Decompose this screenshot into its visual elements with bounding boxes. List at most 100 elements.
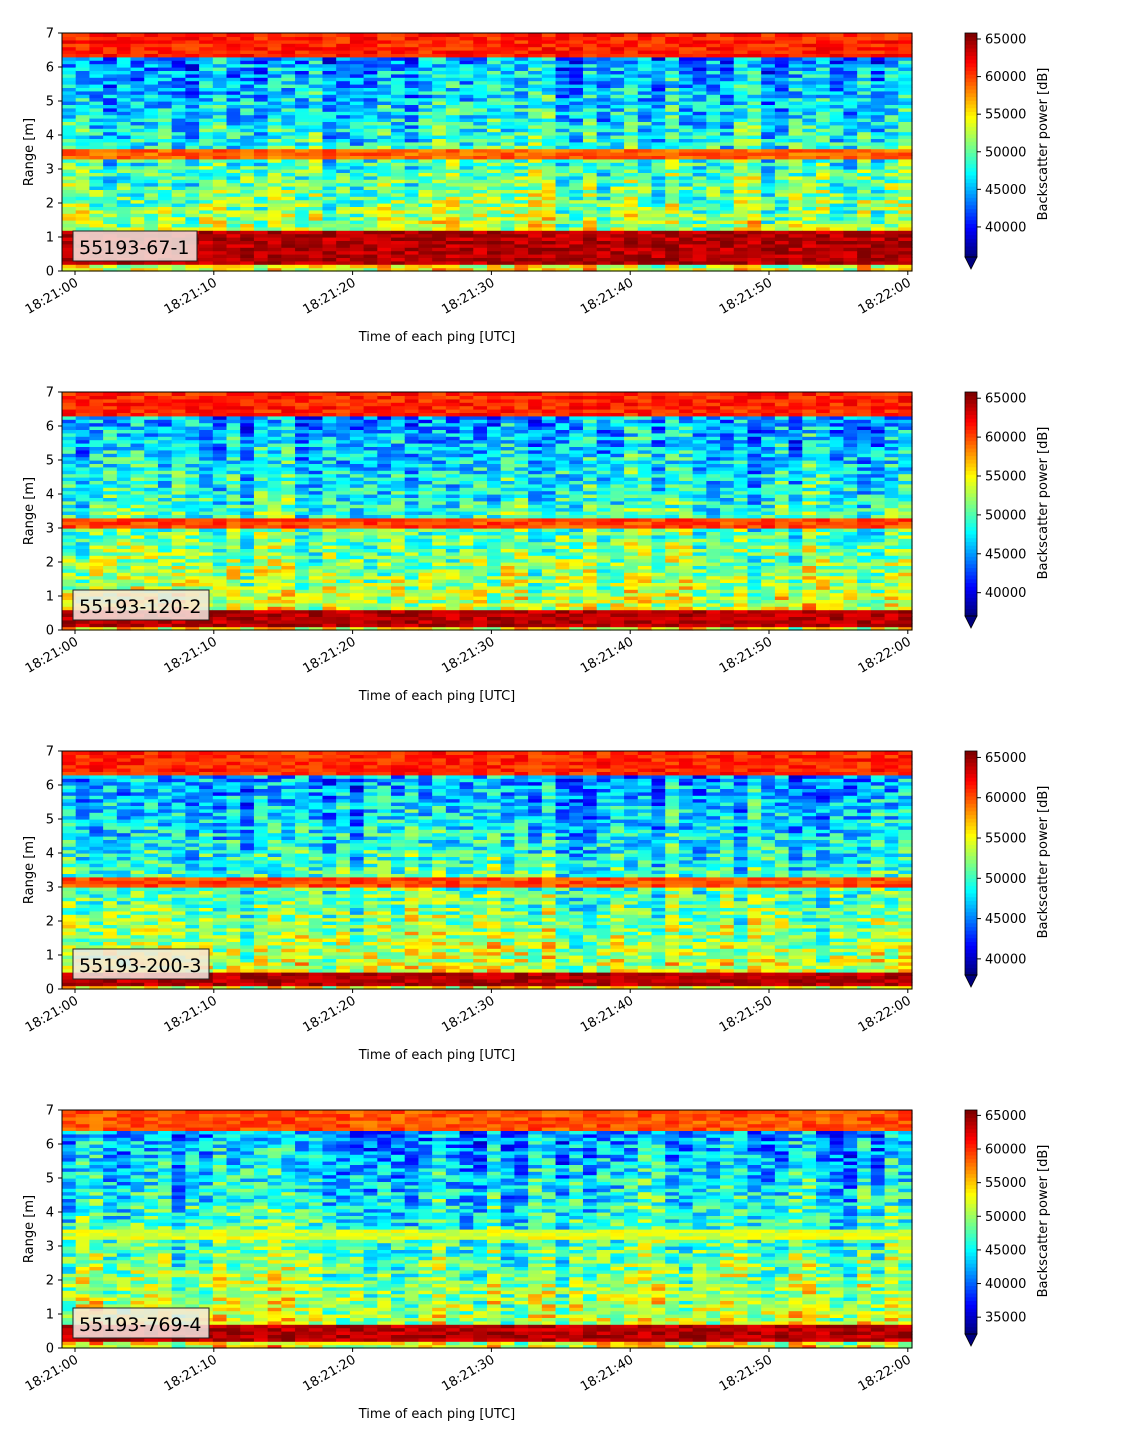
- heatmap-cell: [322, 101, 337, 105]
- heatmap-cell: [733, 233, 749, 238]
- heatmap-cell: [226, 145, 241, 150]
- heatmap-cell: [336, 128, 351, 133]
- heatmap-cell: [240, 206, 255, 211]
- heatmap-cell: [199, 73, 214, 78]
- heatmap-cell: [418, 104, 433, 109]
- heatmap-cell: [445, 165, 461, 170]
- heatmap-cell: [747, 165, 762, 170]
- heatmap-cell: [500, 175, 516, 180]
- heatmap-cell: [391, 70, 406, 75]
- heatmap-cell: [651, 192, 666, 197]
- heatmap-cell: [322, 77, 337, 82]
- heatmap-cell: [240, 111, 255, 116]
- heatmap-cell: [363, 101, 378, 105]
- heatmap-cell: [322, 162, 337, 167]
- heatmap-cell: [322, 104, 337, 109]
- heatmap-cell: [157, 46, 173, 51]
- heatmap-cell: [308, 264, 324, 269]
- heatmap-cell: [116, 124, 132, 129]
- heatmap-cell: [377, 138, 392, 143]
- heatmap-cell: [596, 141, 611, 146]
- heatmap-cell: [75, 121, 91, 126]
- heatmap-cell: [212, 223, 228, 228]
- heatmap-cell: [336, 186, 351, 190]
- heatmap-cell: [157, 84, 173, 88]
- heatmap-cell: [898, 148, 913, 153]
- heatmap-cell: [870, 182, 886, 187]
- heatmap-cell: [253, 87, 269, 92]
- heatmap-cell: [267, 70, 282, 75]
- heatmap-cell: [212, 36, 228, 41]
- heatmap-cell: [418, 264, 433, 269]
- heatmap-cell: [89, 114, 104, 119]
- heatmap-cell: [130, 111, 145, 116]
- heatmap-cell: [62, 196, 77, 201]
- heatmap-cell: [253, 70, 269, 75]
- heatmap-cell: [185, 90, 200, 95]
- heatmap-cell: [308, 70, 324, 75]
- heatmap-cell: [199, 104, 214, 109]
- heatmap-cell: [391, 107, 406, 112]
- heatmap-cell: [322, 70, 337, 75]
- heatmap-cell: [281, 169, 296, 173]
- heatmap-cell: [596, 209, 611, 214]
- heatmap-cell: [459, 192, 474, 197]
- heatmap-cell: [432, 135, 447, 139]
- heatmap-cell: [199, 114, 214, 119]
- colorbar-swatch: [965, 171, 977, 176]
- heatmap-cell: [445, 250, 461, 255]
- heatmap-cell: [185, 192, 200, 197]
- heatmap-cell: [774, 165, 790, 170]
- heatmap-cell: [75, 203, 91, 207]
- heatmap-cell: [226, 237, 241, 241]
- heatmap-cell: [692, 233, 707, 238]
- heatmap-cell: [253, 63, 269, 68]
- heatmap-cell: [391, 264, 406, 269]
- heatmap-cell: [62, 67, 77, 71]
- heatmap-cell: [459, 33, 474, 37]
- heatmap-cell: [62, 155, 77, 160]
- heatmap-cell: [418, 60, 433, 65]
- heatmap-cell: [253, 118, 269, 122]
- heatmap-cell: [308, 165, 324, 170]
- heatmap-cell: [418, 141, 433, 146]
- colorbar-swatch: [965, 189, 977, 195]
- heatmap-cell: [199, 90, 214, 95]
- heatmap-cell: [267, 87, 282, 92]
- heatmap-cell: [692, 192, 707, 197]
- heatmap-cell: [157, 264, 173, 269]
- heatmap-cell: [391, 257, 406, 262]
- heatmap-cell: [157, 186, 173, 190]
- heatmap-cell: [226, 50, 241, 54]
- heatmap-cell: [308, 196, 324, 201]
- heatmap-cell: [199, 63, 214, 68]
- heatmap-cell: [212, 80, 228, 85]
- heatmap-cell: [678, 33, 694, 37]
- heatmap-cell: [692, 209, 707, 214]
- heatmap-cell: [898, 216, 913, 221]
- heatmap-cell: [157, 216, 173, 221]
- heatmap-cell: [295, 203, 310, 207]
- heatmap-cell: [816, 199, 831, 204]
- heatmap-cell: [130, 169, 145, 173]
- heatmap-cell: [171, 260, 186, 265]
- heatmap-cell: [62, 39, 77, 44]
- heatmap-cell: [116, 94, 132, 99]
- heatmap-cell: [144, 172, 159, 177]
- heatmap-cell: [377, 90, 392, 95]
- heatmap-cell: [569, 192, 584, 197]
- heatmap-cell: [295, 155, 310, 160]
- heatmap-cell: [377, 94, 392, 99]
- colorbar-swatch: [965, 47, 977, 53]
- heatmap-cell: [157, 121, 173, 126]
- heatmap-cell: [473, 165, 488, 170]
- heatmap-cell: [720, 264, 735, 269]
- heatmap-cell: [377, 67, 392, 71]
- heatmap-cell: [432, 94, 447, 99]
- heatmap-cell: [445, 141, 461, 146]
- heatmap-cell: [391, 169, 406, 173]
- heatmap-cell: [281, 172, 296, 177]
- heatmap-cell: [528, 209, 543, 214]
- heatmap-cell: [308, 243, 324, 248]
- heatmap-cell: [185, 50, 200, 54]
